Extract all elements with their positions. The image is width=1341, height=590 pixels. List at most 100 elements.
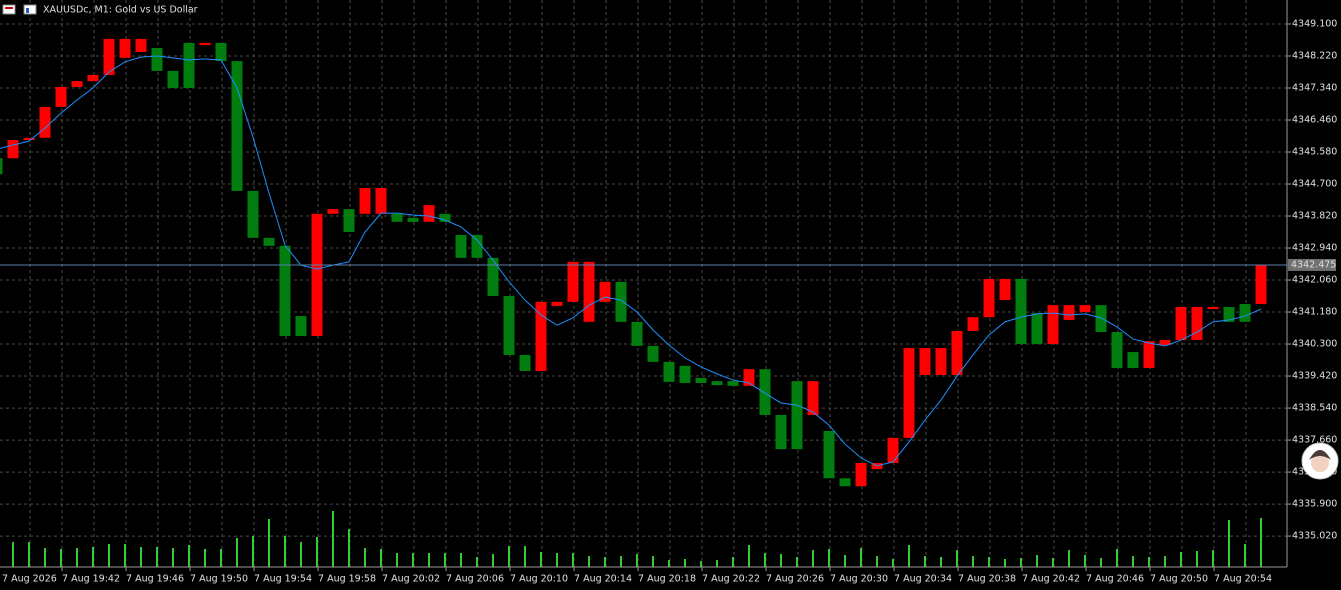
moving-average [0,55,1262,467]
volume-bar [348,529,350,567]
x-tick-label: 7 Aug 20:14 [574,574,632,585]
volume-bar [604,557,606,567]
volume-bar [748,545,750,567]
candle-down [263,237,275,246]
volume-bar [76,548,78,567]
y-tick-label: 4335.900 [1292,499,1337,510]
volume-bar [620,556,622,567]
candle-up [423,205,435,222]
x-tick-label: 7 Aug 20:54 [1214,574,1272,585]
volume-bar [124,544,126,567]
candle-up [23,137,35,141]
candle-up [1143,341,1155,369]
volume-bar [92,547,94,567]
volume-bar [236,538,238,567]
candle-down [775,414,787,450]
volume-bar [780,554,782,567]
volume-bar [1100,558,1102,567]
x-tick-label: 7 Aug 19:46 [126,574,184,585]
y-tick-label: 4347.340 [1292,83,1337,94]
candle-down [615,281,627,322]
candle-down [519,354,531,371]
candle-up [135,38,147,53]
y-tick-label: 4339.420 [1292,371,1337,382]
volume-bar [444,553,446,567]
volume-bar [268,519,270,567]
volume-bar [1260,518,1262,567]
x-tick-label: 7 Aug 2026 [2,574,57,585]
x-tick-label: 7 Aug 20:50 [1150,574,1208,585]
candle-up [951,330,963,375]
volume-bar [668,560,670,567]
x-tick-label: 7 Aug 20:22 [702,574,760,585]
candle-down [823,430,835,479]
candle-down [1095,305,1107,333]
candle-down [343,209,355,233]
candle-up [599,281,611,302]
y-tick-label: 4349.100 [1292,19,1337,30]
x-tick-label: 7 Aug 20:18 [638,574,696,585]
candle-up [1175,306,1187,341]
candle-down [1015,278,1027,345]
candle-up [999,278,1011,301]
volume-bar [572,553,574,567]
volume-bar [364,548,366,567]
current-price-label: 4342.475 [1291,259,1336,270]
volume-bar [812,550,814,567]
volume-bar [924,556,926,567]
x-tick-label: 7 Aug 20:34 [894,574,952,585]
candle-up [919,348,931,375]
volume-bar [908,545,910,567]
volume-bar [860,548,862,567]
volume-bar [1244,544,1246,567]
volume-bar [12,542,14,567]
volume-bar [428,553,430,567]
candle-up [7,140,19,159]
volume-bar [1180,552,1182,567]
y-tick-label: 4338.540 [1292,403,1337,414]
candle-down [167,70,179,89]
volume-bar [204,549,206,567]
volume-bar [1004,559,1006,567]
candle-up [1159,340,1171,346]
volume-bar [412,553,414,567]
volume-bar [524,546,526,567]
volume-bar [396,553,398,567]
x-tick-label: 7 Aug 19:50 [190,574,248,585]
current-price-box [1288,258,1336,271]
candle-up [535,301,547,371]
volume-bar [284,536,286,567]
y-tick-label: 4341.180 [1292,307,1337,318]
candle-down [0,158,3,175]
symbol-icon-stripe [5,7,13,9]
volume-bar [764,553,766,567]
chart-title: XAUUSDc, M1: Gold vs US Dollar [43,5,198,16]
volume-bar [1052,558,1054,567]
volume-bar [172,548,174,567]
volume-bar [988,557,990,567]
volume-bar [1164,556,1166,567]
candle-up [983,278,995,318]
candle-up [311,213,323,337]
candle-down [215,42,227,62]
candle-down [695,377,707,383]
avatar[interactable] [1301,442,1339,480]
y-tick-label: 4340.300 [1292,339,1337,350]
volume-bar [844,555,846,567]
candle-down [183,42,195,89]
volume-bar [828,549,830,567]
y-tick-label: 4335.020 [1292,531,1337,542]
volume-bar [220,549,222,567]
volume-bar [716,560,718,567]
candle-up [119,38,131,58]
candle-up [1207,306,1219,310]
volume-bar [1068,550,1070,567]
candle-up [1063,305,1075,321]
x-tick-label: 7 Aug 20:10 [510,574,568,585]
x-tick-label: 7 Aug 20:06 [446,574,504,585]
volume-bar [700,561,702,567]
y-tick-label: 4345.580 [1292,147,1337,158]
y-tick-label: 4342.060 [1292,275,1337,286]
candle-up [359,188,371,214]
